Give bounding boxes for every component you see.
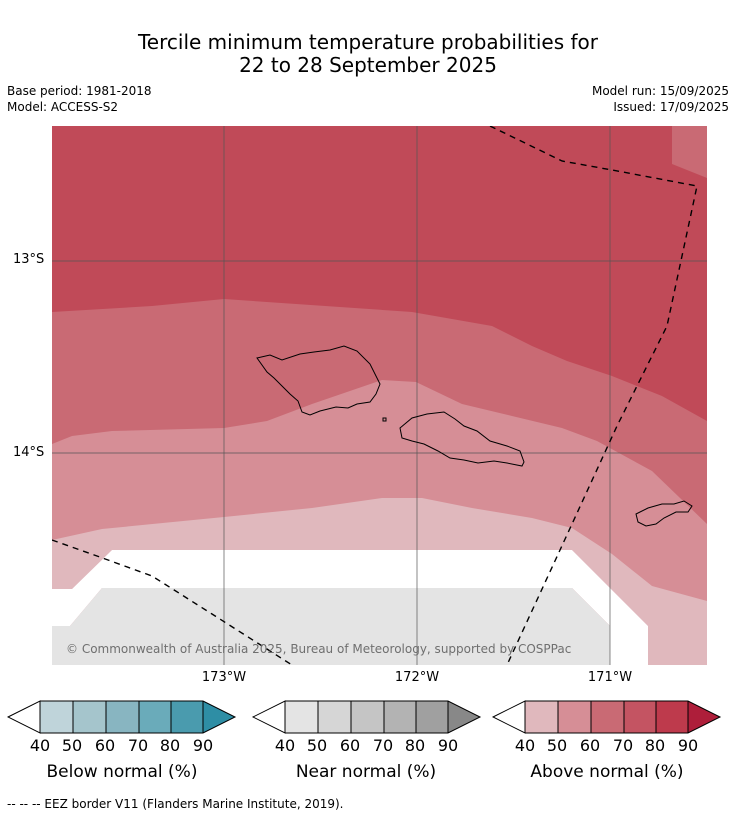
issued-date: Issued: 17/09/2025 <box>613 100 729 114</box>
cbar-above-tick: 70 <box>612 736 634 755</box>
cbar-above-arrow-right <box>688 701 720 733</box>
model-name: Model: ACCESS-S2 <box>7 100 119 114</box>
cbar-below-tick: 50 <box>61 736 83 755</box>
cbar-above-arrow-left <box>492 700 526 734</box>
cbar-near-arrow-right <box>448 701 480 733</box>
cbar-above-title: Above normal (%) <box>530 762 684 782</box>
cbar-above-tick: 90 <box>677 736 699 755</box>
colorbar-below <box>7 700 237 734</box>
colorbar-near <box>252 700 482 734</box>
cbar-below-title: Below normal (%) <box>46 762 198 782</box>
region-white-gap <box>52 550 648 665</box>
region-above-70-ne <box>672 126 707 178</box>
cbar-below-cell <box>106 701 139 733</box>
copyright-text: © Commonwealth of Australia 2025, Bureau… <box>66 642 571 656</box>
cbar-above-tick: 50 <box>546 736 568 755</box>
meta-right: Model run: 15/09/2025 Issued: 17/09/2025 <box>592 83 729 115</box>
lon-label-171W: 171°W <box>587 670 633 685</box>
cbar-above-tick: 40 <box>514 736 536 755</box>
island-upolu <box>399 411 525 467</box>
model-run: Model run: 15/09/2025 <box>591 84 729 98</box>
base-period: Base period: 1981-2018 <box>7 84 152 98</box>
cbar-near-tick: 60 <box>339 736 361 755</box>
cbar-below-cell <box>171 701 203 733</box>
cbar-near-cell <box>384 701 416 733</box>
lat-label-14S: 14°S <box>13 445 45 460</box>
lon-label-173W: 173°W <box>201 670 247 685</box>
cbar-near-tick: 90 <box>437 736 459 755</box>
cbar-below-tick: 90 <box>192 736 214 755</box>
cbar-above-cell <box>656 701 688 733</box>
islands <box>256 345 693 527</box>
cbar-near-cell <box>318 701 351 733</box>
eez-footnote: -- -- -- EEZ border V11 (Flanders Marine… <box>7 797 344 811</box>
cbar-above-tick: 80 <box>644 736 666 755</box>
cbar-below-cell <box>40 701 73 733</box>
cbar-near-cell <box>351 701 384 733</box>
lon-label-172W: 172°W <box>394 670 440 685</box>
cbar-below-tick: 60 <box>94 736 116 755</box>
map-title: Tercile minimum temperature probabilitie… <box>0 31 736 77</box>
cbar-below-arrow-left <box>7 700 41 734</box>
cbar-near-cell <box>285 701 318 733</box>
eez-border-east <box>489 126 698 665</box>
cbar-near-title: Near normal (%) <box>295 762 437 782</box>
title-line-2: 22 to 28 September 2025 <box>239 53 497 77</box>
lat-label-13S: 13°S <box>13 252 45 267</box>
graticule <box>52 126 707 665</box>
cbar-below-cell <box>73 701 106 733</box>
island-savaii <box>256 345 381 416</box>
cbar-near-tick: 50 <box>306 736 328 755</box>
island-manono <box>382 417 387 422</box>
probability-map: © Commonwealth of Australia 2025, Bureau… <box>52 126 707 665</box>
cbar-below-tick: 80 <box>159 736 181 755</box>
cbar-above-tick: 60 <box>579 736 601 755</box>
title-line-1: Tercile minimum temperature probabilitie… <box>137 30 599 54</box>
colorbar-above <box>492 700 722 734</box>
cbar-below-arrow-right <box>203 701 235 733</box>
island-tutuila <box>635 500 693 527</box>
cbar-near-arrow-left <box>252 700 286 734</box>
cbar-above-cell <box>591 701 624 733</box>
cbar-above-cell <box>558 701 591 733</box>
meta-left: Base period: 1981-2018 Model: ACCESS-S2 <box>7 83 152 115</box>
cbar-near-tick: 70 <box>372 736 394 755</box>
cbar-below-tick: 40 <box>29 736 51 755</box>
cbar-below-tick: 70 <box>127 736 149 755</box>
cbar-above-cell <box>525 701 558 733</box>
cbar-near-cell <box>416 701 448 733</box>
region-near-40 <box>52 588 610 665</box>
region-above-50 <box>52 498 707 665</box>
cbar-near-tick: 80 <box>404 736 426 755</box>
eez-border <box>52 126 698 665</box>
cbar-above-cell <box>624 701 656 733</box>
cbar-below-cell <box>139 701 171 733</box>
cbar-near-tick: 40 <box>274 736 296 755</box>
